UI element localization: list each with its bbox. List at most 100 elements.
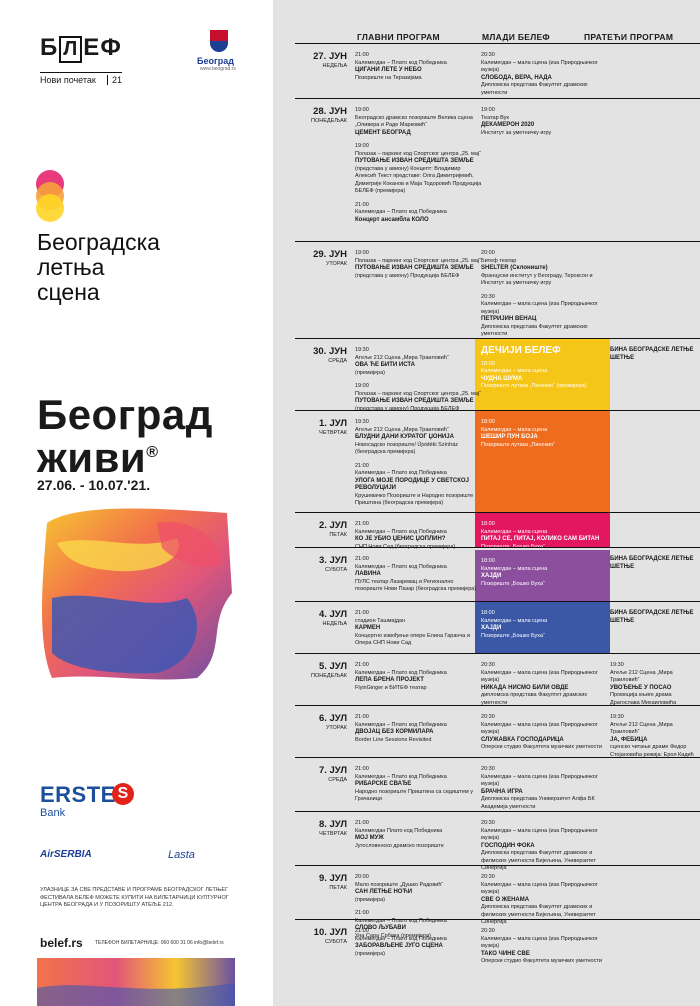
event-time: 20:00 [481, 250, 495, 256]
young-belef-cell: 20:00 Битеф театар SHELTER (Склониште) Фран… [481, 250, 609, 345]
event-entry: 19:30 Атеље 212 Сцена „Мира Траиловић“ ЈА,… [610, 714, 700, 759]
day-date: 27. ЈУН [313, 51, 347, 62]
young-belef-cell: 20:30 Калемегдан – мала сцена (иза Природ… [481, 928, 609, 972]
event-place: Београдско драмско позориште Велика сцен… [355, 114, 473, 129]
event-place: Битеф театар [481, 257, 517, 264]
event-time: 18:00 [481, 558, 495, 564]
event-info: (премијера) [355, 896, 386, 903]
day-weekday: СРЕДА [328, 358, 347, 364]
event-entry: 20:30 Калемегдан – мала сцена (иза Природ… [481, 928, 609, 966]
event-time: 19:30 [355, 347, 369, 353]
event-title: ОВА ЋЕ БИТИ ИСТА [355, 362, 416, 368]
event-time: 20:30 [481, 714, 495, 720]
event-entry: БИНА БЕОГРАДСКЕ ЛЕТЊЕ ШЕТЊЕ [610, 610, 700, 625]
schedule-row: 18:00 Калемегдан – мала сцена ХАЈДИ Позориш… [295, 547, 700, 602]
event-title: ЈА, ФЕБИЦА [610, 736, 648, 743]
side-program-cell: БИНА БЕОГРАДСКЕ ЛЕТЊЕ ШЕТЊЕ [610, 556, 700, 577]
event-place: Калемегдан – Плато код Победника [355, 917, 447, 924]
header-side-program: ПРАТЕЋИ ПРОГРАМ [584, 32, 674, 42]
event-info: Институт за уметничку игру [481, 129, 552, 136]
event-info: (премијера) [355, 950, 386, 957]
young-cell: 18:00 Калемегдан – мала сцена ХАЈДИ Позориш… [481, 558, 606, 594]
day-weekday: СРЕДА [328, 777, 347, 783]
schedule-row: 9. ЈУЛ ПЕТАК 20:00 Мало позориште „Душко Ра… [295, 865, 700, 939]
city-crest-icon [210, 30, 228, 52]
website-link[interactable]: belef.rs [40, 936, 83, 950]
event-entry: БИНА БЕОГРАДСКЕ ЛЕТЊЕ ШЕТЊЕ [610, 347, 700, 362]
event-time: 20:30 [481, 766, 495, 772]
young-belef-cell: 20:30 Калемегдан – мала сцена (иза Природ… [481, 662, 609, 713]
event-place: Калемегдан – мала сцена (иза Природњачко… [481, 301, 598, 315]
event-entry: 19:30 Атеље 212 Сцена „Мира Траиловић“ ОВА… [355, 347, 482, 377]
event-entry: 20:00 Битеф театар SHELTER (Склониште) Фран… [481, 250, 609, 288]
erste-logo: ERSTE [40, 782, 116, 807]
event-time: 18:00 [481, 610, 495, 616]
event-title: ПУТОВАЊЕ ИЗВАН СРЕДИШТА ЗЕМЉЕ [355, 158, 474, 164]
day-label: 4. ЈУЛ НЕДЕЉА [295, 609, 347, 627]
event-entry: 21:00 Калемегдан – Плато код Победника РИБ… [355, 766, 482, 804]
event-entry: 18:00 Калемегдан – мала сцена ХАЈДИ Позориш… [481, 610, 606, 640]
schedule-row: 7. ЈУЛ СРЕДА 21:00 Калемегдан – Плато код П… [295, 757, 700, 811]
event-place: Полазак – паркинг код Спортског центра „… [355, 257, 481, 264]
day-date: 2. ЈУЛ [318, 520, 347, 531]
event-time: 19:00 [481, 107, 495, 113]
event-place: Калемегдан Плато код Победника [355, 827, 443, 834]
day-label: 27. ЈУН НЕДЕЉА [295, 51, 347, 69]
event-entry: 18:00 Калемегдан – мала сцена ШЕШИР ПУН БО… [481, 419, 606, 449]
event-info: Позориште „Бошко Буха“ [481, 580, 545, 587]
event-info: FlyinGinger и БИТЕФ театар [355, 684, 427, 691]
day-date: 1. ЈУЛ [318, 418, 347, 429]
event-entry: 21:00 стадион Ташмајдан КАРМЕН Концертно из… [355, 610, 482, 648]
airserbia-logo: AirSERBIA [40, 849, 92, 860]
main-program-cell: 19:30 Атеље 212 Сцена „Мира Траиловић“ БЛУ… [355, 419, 482, 514]
day-weekday: НЕДЕЉА [322, 621, 347, 627]
young-cell: 18:00 Калемегдан – мала сцена ШЕШИР ПУН БО… [481, 419, 606, 455]
day-date: 8. ЈУЛ [318, 819, 347, 830]
day-weekday: СУБОТА [325, 939, 347, 945]
box-office-phone: ТЕЛЕФОН БИЛЕТАРНИЦЕ: 060 600 31 06 info@… [95, 940, 224, 946]
event-title: ПУТОВАЊЕ ИЗВАН СРЕДИШТА ЗЕМЉЕ [355, 398, 474, 404]
schedule-row: 18:00 Калемегдан – мала сцена ХАЈДИ Позориш… [295, 601, 700, 654]
event-entry: 19:00 Полазак – паркинг код Спортског цен… [355, 143, 482, 196]
event-entry: БИНА БЕОГРАДСКЕ ЛЕТЊЕ ШЕТЊЕ [610, 556, 700, 571]
young-belef-cell: 20:30 Калемегдан – мала сцена (иза Природ… [481, 820, 609, 879]
main-program-cell: 21:00 Калемегдан Плато код Победника МОЈ М… [355, 820, 482, 856]
event-time: 20:30 [481, 52, 495, 58]
event-place: Калемегдан – мала сцена (иза Природњачко… [481, 827, 598, 842]
event-entry: 21:00 Калемегдан – Плато код Победника ЦИГ… [355, 52, 482, 82]
event-entry: 19:00 Београдско драмско позориште Велика… [355, 107, 482, 137]
schedule-row: 27. ЈУН НЕДЕЉА 21:00 Калемегдан – Плато код… [295, 43, 700, 98]
side-program-cell: БИНА БЕОГРАДСКЕ ЛЕТЊЕ ШЕТЊЕ [610, 347, 700, 368]
event-time: 18:00 [481, 521, 495, 527]
event-time: 21:00 [355, 820, 369, 826]
event-info: Југословенско драмско позориште [355, 842, 444, 849]
event-entry: 20:30 Калемегдан – мала сцена (иза Природ… [481, 662, 609, 707]
event-info: сценско читање драме Федор Стојановића р… [610, 744, 694, 758]
event-title: СЛУЖАВКА ГОСПОДАРИЦА [481, 736, 564, 743]
event-title: НИКАДА НИСМО БИЛИ ОВДЕ [481, 684, 569, 691]
event-time: 19:30 [355, 419, 369, 425]
day-weekday: УТОРАК [325, 261, 347, 267]
belef-logo: Б Л ЕФ [40, 34, 122, 63]
main-program-cell: 21:00 Калемегдан – Плато код Победника ЛАВ… [355, 556, 482, 600]
event-entry: 21:00 Калемегдан – Плато код Победника Кон… [355, 202, 482, 225]
event-title: ШЕШИР ПУН БОЈА [481, 434, 538, 440]
day-label: 2. ЈУЛ ПЕТАК [295, 520, 347, 538]
event-title: SHELTER (Склониште) [481, 265, 548, 271]
band-blue: 18:00 Калемегдан – мала сцена ХАЈДИ Позориш… [475, 602, 610, 654]
main-program-cell: 19:00 Београдско драмско позориште Велика… [355, 107, 482, 230]
event-info: Крушевачко Позориште и Народно позориште… [355, 492, 474, 507]
header-young-belef: МЛАДИ БЕЛЕФ [482, 32, 550, 42]
event-place: Атеље 212 Сцена „Мира Траиловић“ [610, 721, 673, 736]
schedule-row: 29. ЈУН УТОРАК 19:00 Полазак – паркинг код … [295, 241, 700, 338]
day-weekday: ПОНЕДЕЉАК [311, 673, 347, 679]
day-weekday: ПЕТАК [329, 532, 347, 538]
event-title: БИНА БЕОГРАДСКЕ ЛЕТЊЕ ШЕТЊЕ [610, 610, 694, 624]
schedule-table: 27. ЈУН НЕДЕЉА 21:00 Калемегдан – Плато код… [295, 43, 700, 975]
main-program-cell: 21:00 Калемегдан – Плато код Победника ЦИГ… [355, 52, 482, 88]
event-time: 21:00 [355, 201, 369, 208]
young-belef-cell: 19:00 Театар Вук ДЕКАМЕРОН 2020 Институт за… [481, 107, 609, 143]
event-title: САН ЛЕТЊЕ НОЋИ [355, 889, 412, 895]
event-place: Калемегдан – Плато код Победника [355, 528, 447, 535]
event-place: Калемегдан – мала сцена (иза Природњачко… [481, 881, 598, 896]
